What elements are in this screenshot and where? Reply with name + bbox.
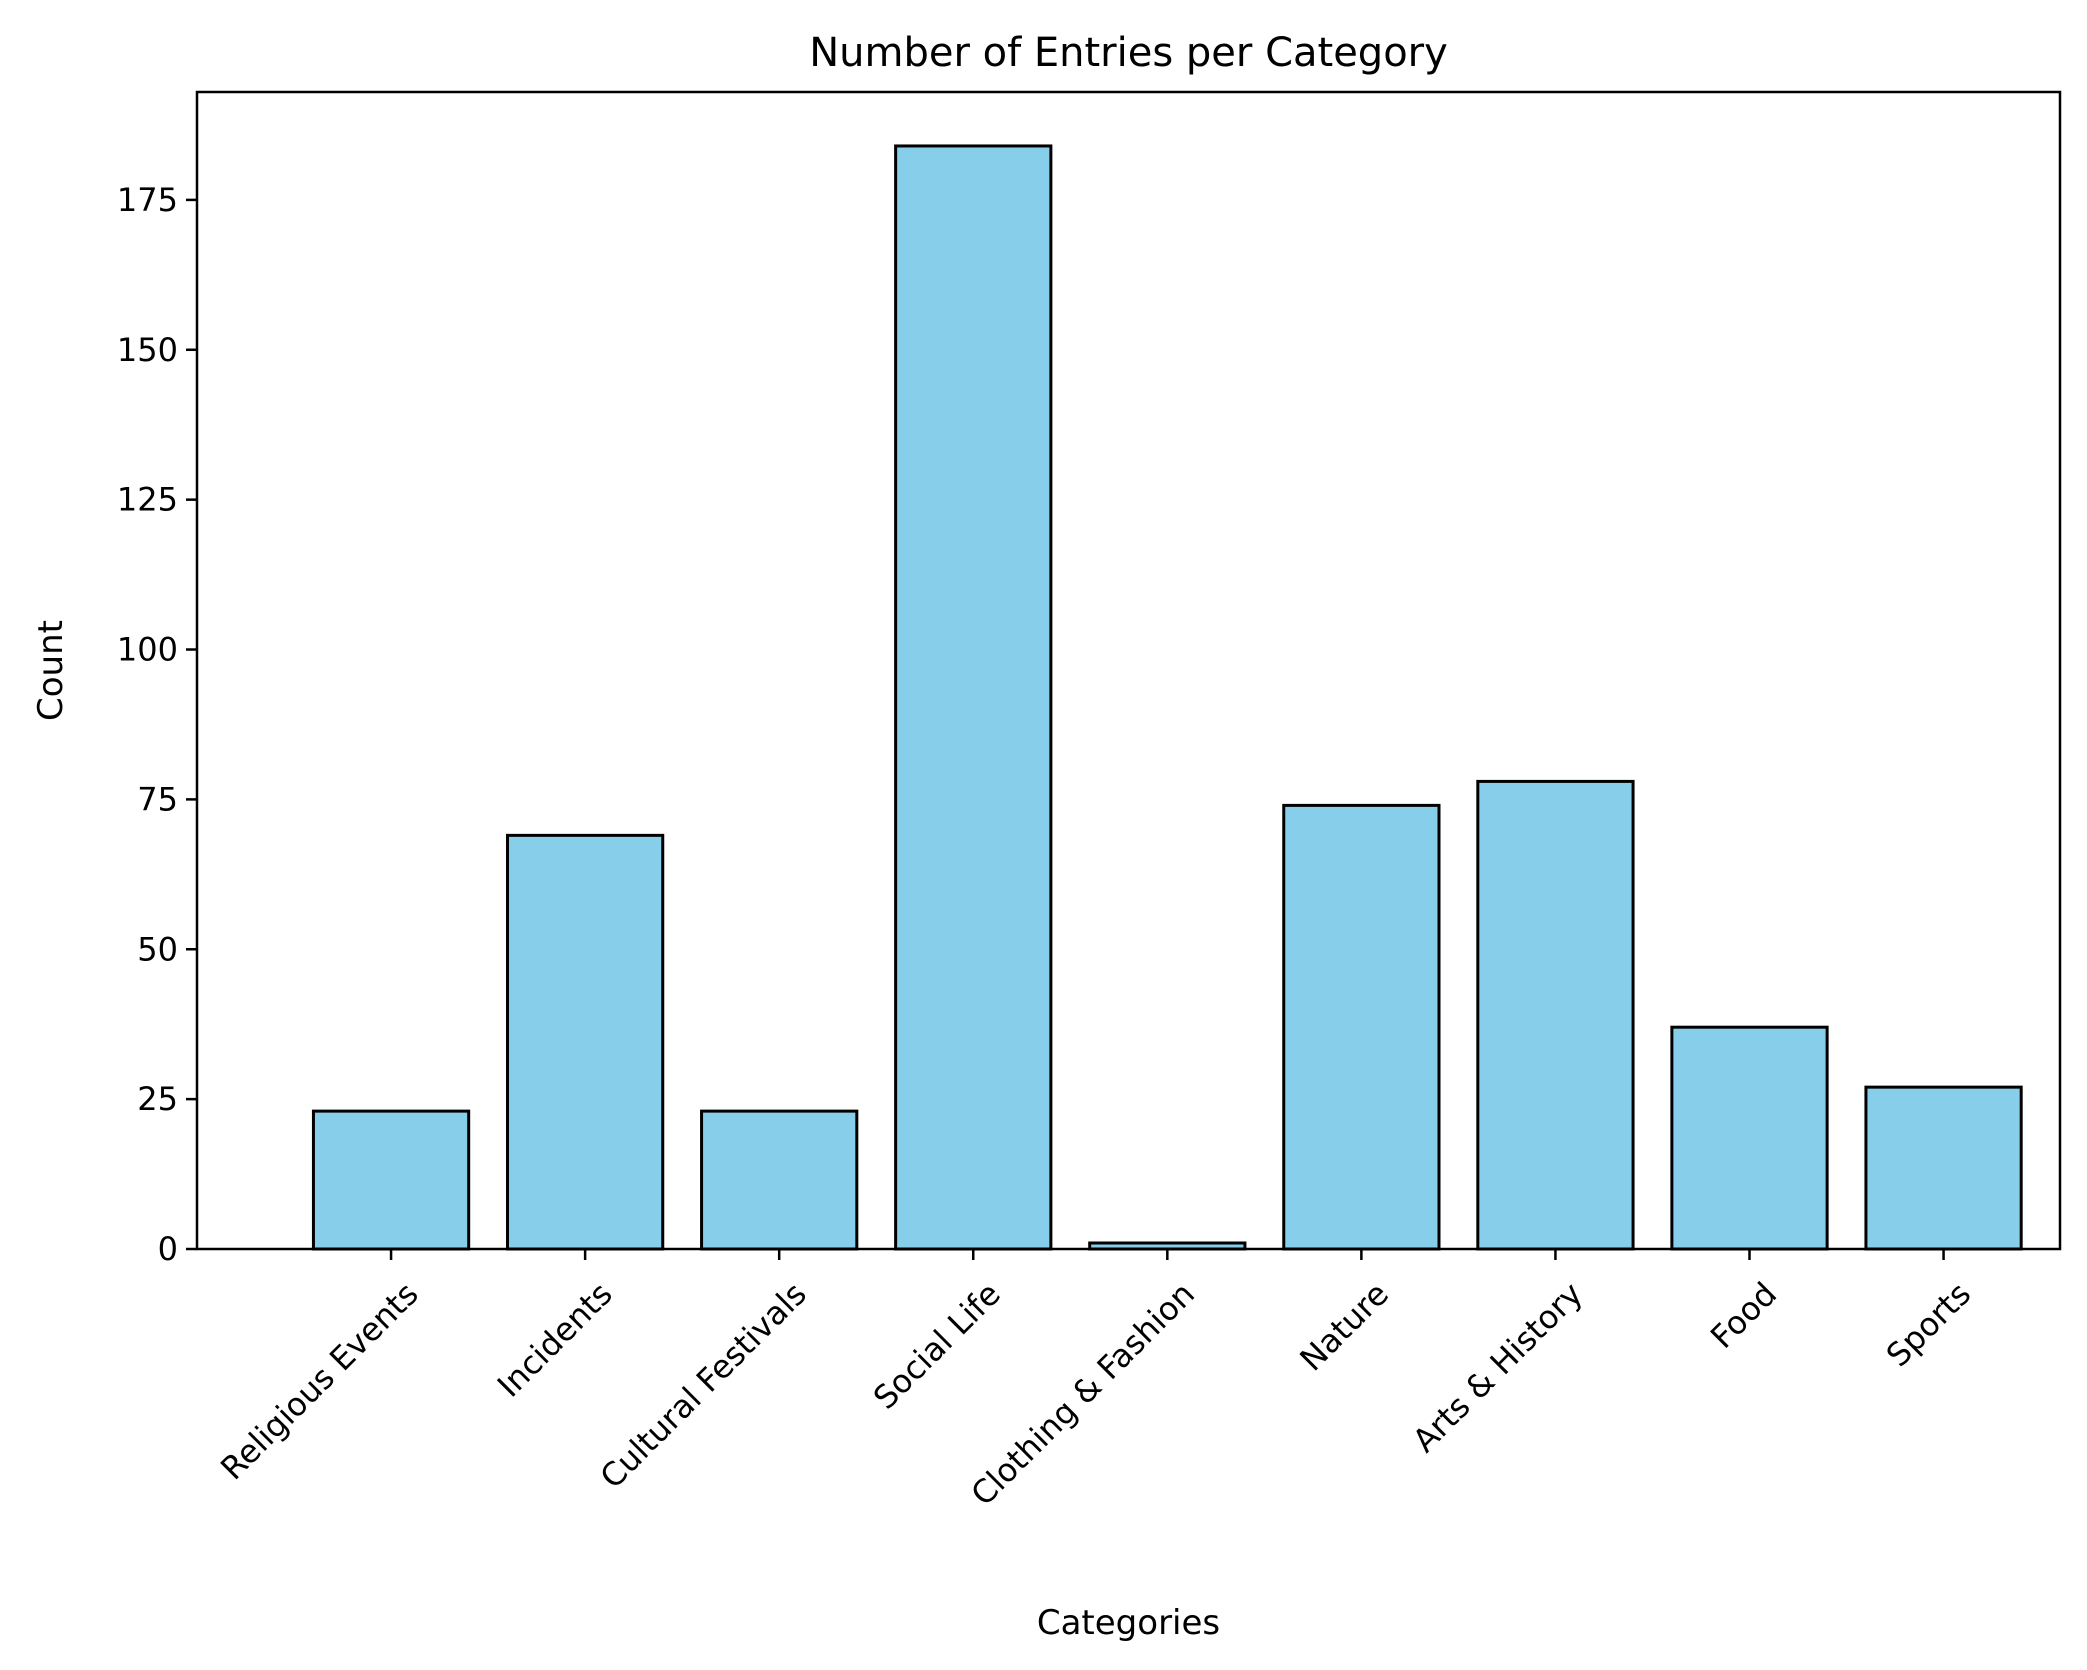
bars-group [311,144,2023,1251]
bar-7 [1670,1025,1829,1251]
bar-0 [311,1109,471,1251]
y-axis: 0 25 50 75 100 125 150 175 [117,181,197,1268]
x-axis-label: Categories [1037,1603,1220,1643]
bar-8 [1864,1085,2023,1251]
y-tick-label-3: 75 [137,780,178,818]
y-tick-label-4: 100 [117,631,178,669]
y-tick-label-2: 50 [137,930,178,968]
plot-frame [195,90,2062,1251]
chart-title: Number of Entries per Category [809,30,1448,76]
y-tick-label-7: 175 [117,181,178,219]
y-tick-label-5: 125 [117,481,178,519]
y-axis-label: Count [31,620,71,721]
bar-1 [506,833,665,1251]
bar-5 [1282,803,1441,1251]
y-tick-label-1: 25 [137,1080,178,1118]
y-tick-label-0: 0 [158,1230,178,1268]
y-tick-label-6: 150 [117,331,178,369]
bar-2 [700,1109,859,1251]
bar-6 [1476,779,1635,1251]
bar-3 [894,144,1053,1251]
